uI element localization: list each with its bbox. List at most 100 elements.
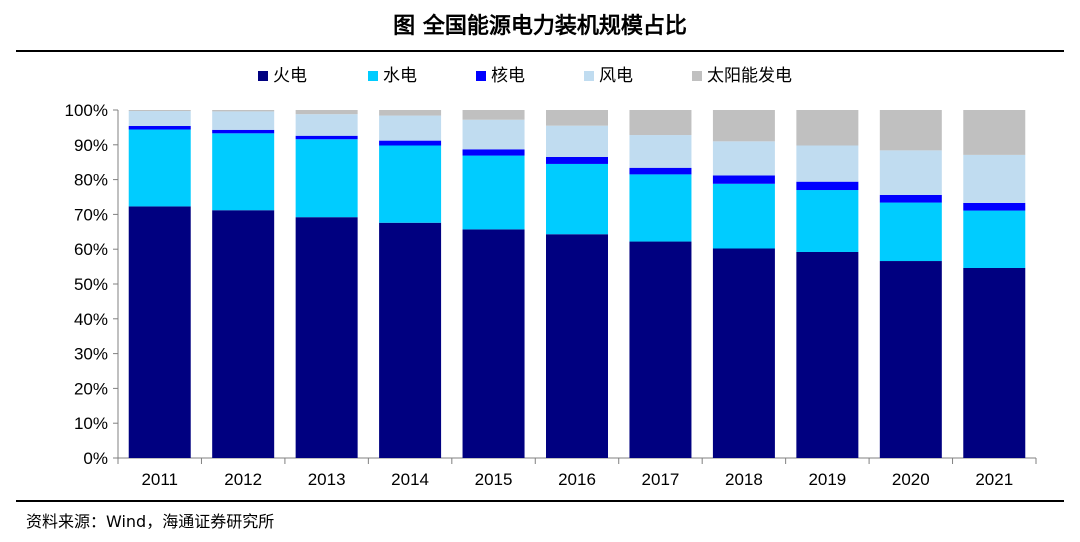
- bar-segment: [128, 111, 191, 127]
- bar-segment: [128, 129, 191, 207]
- bar-segment: [796, 110, 859, 146]
- bar-segment: [629, 174, 692, 242]
- legend-swatch: [368, 71, 378, 81]
- legend-label: 水电: [383, 66, 417, 85]
- legend-swatch: [476, 71, 486, 81]
- bar-segment: [963, 202, 1026, 211]
- bar-segment: [295, 139, 358, 218]
- axes: 0% 10% 20% 30% 40% 50% 60% 70% 80% 90% 100% 2011 201…: [65, 101, 1037, 489]
- bar-segment: [879, 261, 942, 458]
- bar-segment: [712, 141, 775, 176]
- bar-segment: [546, 163, 608, 235]
- bar-segment: [128, 206, 191, 458]
- title-rule: [16, 50, 1064, 52]
- legend-label: 风电: [599, 66, 633, 85]
- legend-label: 太阳能发电: [707, 66, 792, 85]
- y-tick-label: 20%: [74, 379, 108, 398]
- x-tick-label: 2019: [808, 470, 846, 489]
- bar-segment: [379, 115, 442, 141]
- bar-segment: [379, 140, 442, 146]
- legend: 火电 水电 核电 风电 太阳能发电: [258, 66, 792, 85]
- bar-segment: [963, 267, 1026, 458]
- bar-segment: [379, 145, 442, 223]
- bar-segment: [212, 129, 275, 134]
- bar-segment: [629, 135, 692, 168]
- bar-segment: [295, 110, 358, 115]
- bar-segment: [796, 145, 859, 182]
- bar-segment: [295, 135, 358, 140]
- y-tick-label: 0%: [83, 449, 108, 468]
- bar-segment: [212, 110, 275, 112]
- x-tick-label: 2012: [224, 470, 262, 489]
- bar-segment: [546, 125, 608, 157]
- y-tick-label: 70%: [74, 205, 108, 224]
- y-tick-label: 80%: [74, 171, 108, 190]
- bar-segment: [796, 251, 859, 458]
- bar-segment: [128, 126, 191, 130]
- x-tick-label: 2014: [391, 470, 429, 489]
- bar-segment: [712, 110, 775, 142]
- bar-segment: [879, 202, 942, 262]
- y-tick-label: 90%: [74, 136, 108, 155]
- bar-segment: [712, 248, 775, 458]
- bar-segment: [629, 167, 692, 175]
- bar-segment: [379, 222, 442, 458]
- bar-segment: [546, 110, 608, 126]
- bars: [128, 110, 1026, 458]
- y-tick-label: 30%: [74, 345, 108, 364]
- bar-segment: [963, 210, 1026, 268]
- source-rule: [16, 500, 1064, 502]
- x-tick-label: 2021: [975, 470, 1013, 489]
- legend-item: 风电: [584, 66, 633, 85]
- bar-segment: [462, 229, 525, 458]
- legend-label: 核电: [491, 66, 525, 85]
- y-tick-label: 60%: [74, 240, 108, 259]
- x-tick-label: 2013: [308, 470, 346, 489]
- bar-segment: [546, 156, 608, 164]
- y-tick-label: 40%: [74, 310, 108, 329]
- bar-segment: [295, 114, 358, 136]
- legend-item: 核电: [476, 66, 525, 85]
- bar-segment: [212, 210, 275, 458]
- bar-segment: [379, 110, 442, 116]
- bar-segment: [546, 234, 608, 458]
- bar-segment: [879, 150, 942, 195]
- bar-segment: [629, 110, 692, 136]
- bar-segment: [712, 183, 775, 249]
- legend-swatch: [258, 71, 268, 81]
- bar-segment: [128, 110, 191, 112]
- y-tick-label: 50%: [74, 275, 108, 294]
- stacked-bar-chart: 火电 水电 核电 风电 太阳能发电 0% 10% 20% 30% 40% 50% 60% 70% 80%…: [65, 66, 1037, 489]
- x-tick-label: 2017: [642, 470, 680, 489]
- legend-label: 火电: [273, 66, 307, 85]
- chart-title: 图 全国能源电力装机规模占比: [393, 14, 687, 39]
- bar-segment: [462, 110, 525, 120]
- legend-item: 火电: [258, 66, 307, 85]
- bar-segment: [212, 111, 275, 130]
- legend-swatch: [692, 71, 702, 81]
- bar-segment: [879, 194, 942, 203]
- bar-segment: [963, 110, 1026, 155]
- bar-segment: [295, 217, 358, 458]
- bar-segment: [712, 175, 775, 184]
- x-tick-label: 2020: [892, 470, 930, 489]
- bar-segment: [796, 181, 859, 191]
- x-tick-label: 2011: [141, 470, 178, 489]
- bar-segment: [629, 241, 692, 458]
- bar-segment: [212, 133, 275, 211]
- bar-segment: [462, 155, 525, 230]
- legend-item: 太阳能发电: [692, 66, 792, 85]
- y-tick-label: 10%: [74, 414, 108, 433]
- bar-segment: [879, 110, 942, 151]
- legend-swatch: [584, 71, 594, 81]
- x-tick-label: 2018: [725, 470, 763, 489]
- source-note: 资料来源：Wind，海通证券研究所: [26, 512, 275, 531]
- bar-segment: [963, 154, 1026, 203]
- bar-segment: [796, 190, 859, 252]
- bar-segment: [462, 149, 525, 156]
- y-tick-label: 100%: [65, 101, 108, 120]
- bar-segment: [462, 119, 525, 150]
- x-tick-label: 2016: [558, 470, 596, 489]
- legend-item: 水电: [368, 66, 417, 85]
- x-tick-label: 2015: [475, 470, 513, 489]
